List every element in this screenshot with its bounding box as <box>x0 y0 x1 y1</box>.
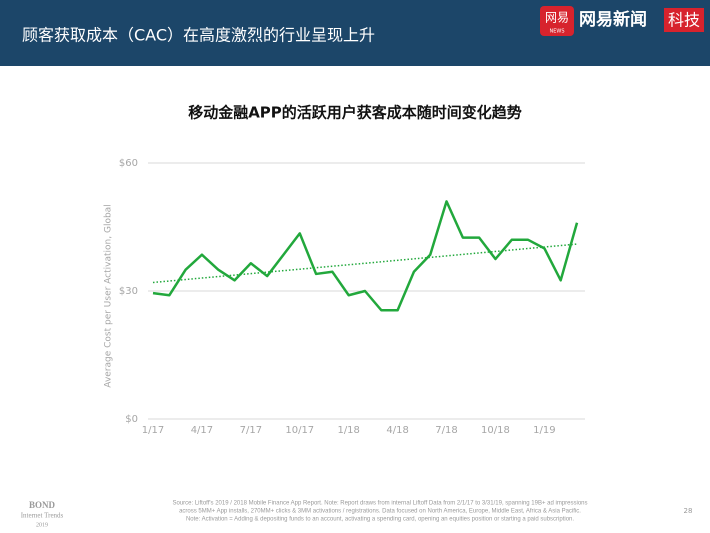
source-note: Source: Liftoff's 2019 / 2018 Mobile Fin… <box>173 501 588 507</box>
x-tick-label: 4/17 <box>191 425 213 436</box>
page-number: 28 <box>684 507 693 515</box>
header-title: 顾客获取成本（CAC）在高度激烈的行业呈现上升 <box>22 26 375 45</box>
y-tick-label: $60 <box>119 158 138 169</box>
logo-tag: 科技 <box>668 11 700 30</box>
trend-line <box>152 243 578 284</box>
source-note: across 5MM+ App installs, 270MM+ clicks … <box>179 509 581 515</box>
chart-title: 移动金融APP的活跃用户获客成本随时间变化趋势 <box>188 104 522 122</box>
y-axis-label: Average Cost per User Activation, Global <box>104 204 114 387</box>
logo-badge-sub: NEWS <box>549 29 564 35</box>
y-tick-label: $0 <box>125 414 138 425</box>
brand: Internet Trends <box>21 512 64 520</box>
x-tick-label: 7/18 <box>435 425 457 436</box>
x-tick-label: 1/17 <box>142 425 164 436</box>
y-tick-label: $30 <box>119 286 138 297</box>
x-tick-label: 10/17 <box>285 425 314 436</box>
logo-text: 网易新闻 <box>579 9 647 30</box>
header-bar <box>0 0 710 66</box>
brand: BOND <box>29 500 56 510</box>
x-tick-label: 1/18 <box>337 425 359 436</box>
x-tick-label: 10/18 <box>481 425 510 436</box>
logo-tag-bg <box>664 8 704 32</box>
logo-badge-bg <box>540 6 574 36</box>
x-tick-label: 7/17 <box>240 425 262 436</box>
x-tick-label: 1/19 <box>533 425 555 436</box>
logo-badge: 网易 <box>545 11 569 25</box>
data-line <box>152 200 579 312</box>
brand: 2019 <box>36 522 48 528</box>
x-tick-label: 4/18 <box>386 425 408 436</box>
source-note: Note: Activation = Adding & depositing f… <box>186 517 574 523</box>
